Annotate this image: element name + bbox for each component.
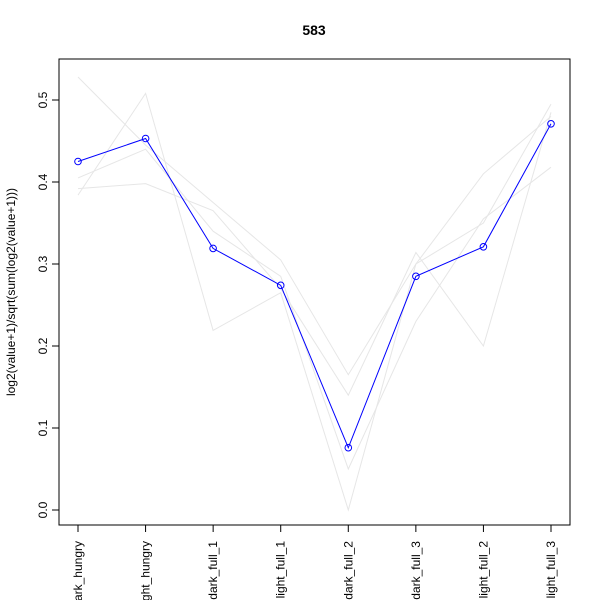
chart-title: 583	[302, 22, 326, 38]
series-line-2	[77, 76, 552, 376]
y-tick-label: 0.1	[36, 419, 50, 436]
data-point-light_hungry	[141, 134, 150, 143]
y-tick-label: 0.4	[36, 173, 50, 190]
background-series	[77, 76, 552, 512]
series-line-5	[77, 148, 552, 471]
x-tick-label: light_full_2	[476, 541, 490, 599]
data-point-light_full_1	[276, 281, 285, 290]
x-tick-label: dark_full_1	[206, 541, 220, 600]
x-tick-label: light_full_3	[544, 541, 558, 599]
y-tick-label: 0.3	[36, 255, 50, 272]
data-point-dark_full_1	[209, 244, 217, 253]
data-point-dark_full_2	[344, 443, 353, 452]
series-line-4	[77, 112, 552, 397]
series-line-3	[77, 92, 552, 512]
y-tick-label: 0.5	[36, 91, 50, 108]
y-axis: 0.0 0.1 0.2 0.3 0.4 0.5	[36, 91, 60, 518]
data-point-dark_hungry	[74, 157, 82, 166]
x-axis: dark_hungry light_hungry dark_full_1 light_…	[71, 524, 558, 600]
y-axis-label: log2(value+1)/sqrt(sum(log2(value+1)))	[4, 188, 18, 396]
data-point-dark_full_3	[412, 272, 420, 281]
x-tick-label: dark_full_3	[409, 541, 423, 600]
plot-frame	[58, 58, 571, 526]
x-tick-label: dark_full_2	[341, 541, 355, 600]
data-point-light_full_3	[547, 120, 555, 128]
x-tick-label: light_hungry	[139, 541, 153, 600]
y-tick-label: 0.2	[36, 337, 50, 354]
main-series	[74, 120, 555, 452]
x-tick-label: dark_hungry	[71, 541, 85, 600]
series-line-1	[77, 123, 552, 450]
data-point-light_full_2	[479, 243, 488, 251]
y-tick-label: 0.0	[36, 501, 50, 518]
x-tick-label: light_full_1	[274, 541, 288, 599]
